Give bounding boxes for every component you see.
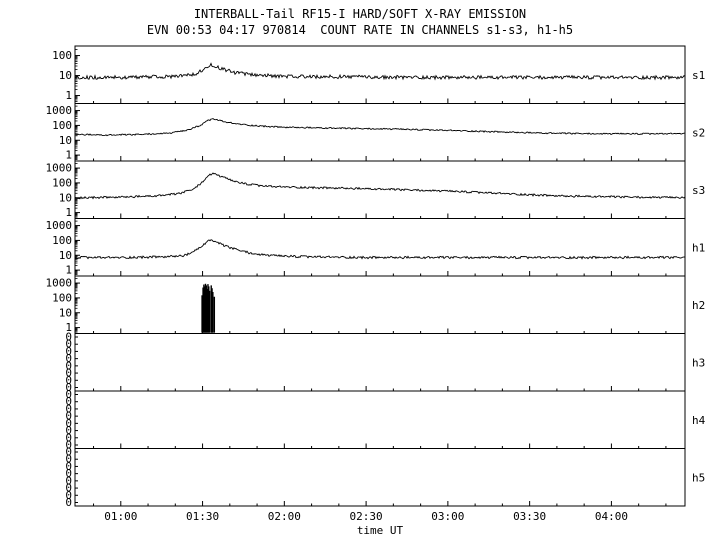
- y-tick-label: 0: [65, 381, 72, 394]
- panel-border: [74, 333, 686, 392]
- panel-border: [74, 160, 686, 219]
- y-tick-label: 0: [65, 388, 72, 401]
- y-tick-label: 0: [65, 482, 72, 495]
- y-tick-label: 0: [65, 352, 72, 365]
- y-tick-label: 0: [65, 431, 72, 444]
- y-tick-label: 0: [65, 359, 72, 372]
- y-tick-label: 0: [65, 367, 72, 380]
- y-tick-label: 100: [52, 234, 72, 247]
- x-tick-label: 03:30: [513, 510, 546, 523]
- y-tick-label: 0: [65, 417, 72, 430]
- x-tick-label: 02:30: [350, 510, 383, 523]
- y-tick-label: 0: [65, 345, 72, 358]
- y-tick-label: 0: [65, 467, 72, 480]
- y-tick-label: 1000: [46, 277, 73, 290]
- x-tick-label: 01:30: [186, 510, 219, 523]
- y-tick-label: 10: [59, 191, 72, 204]
- channel-label-s3: s3: [692, 184, 705, 197]
- series-h1: [74, 239, 686, 260]
- x-tick-label: 02:00: [268, 510, 301, 523]
- channel-label-h2: h2: [692, 299, 705, 312]
- y-tick-label: 0: [65, 439, 72, 452]
- panel-s1: 100 10 1 s1: [52, 45, 705, 104]
- panel-border: [74, 275, 686, 334]
- y-tick-label: 10: [59, 134, 72, 147]
- x-tick-label: 04:00: [595, 510, 628, 523]
- channel-label-h5: h5: [692, 471, 705, 484]
- y-tick-label: 1: [65, 264, 72, 277]
- channel-label-s2: s2: [692, 126, 705, 139]
- y-tick-label: 1000: [46, 162, 73, 175]
- y-tick-label: 1: [65, 89, 72, 102]
- panel-border: [74, 45, 686, 104]
- y-tick-label: 100: [52, 49, 72, 62]
- panel-border: [74, 390, 686, 449]
- x-axis-title: time UT: [357, 524, 404, 537]
- series-s2: [74, 118, 686, 137]
- y-tick-label: 100: [52, 176, 72, 189]
- panel-border: [74, 103, 686, 162]
- y-tick-label: 1: [65, 321, 72, 334]
- y-tick-label: 0: [65, 402, 72, 415]
- y-tick-label: 100: [52, 291, 72, 304]
- channel-label-h4: h4: [692, 414, 706, 427]
- y-tick-label: 1000: [46, 104, 73, 117]
- y-tick-label: 1000: [46, 219, 73, 232]
- y-tick-label: 0: [65, 453, 72, 466]
- chart-subtitle: EVN 00:53 04:17 970814 COUNT RATE IN CHA…: [146, 23, 574, 37]
- y-tick-label: 0: [65, 410, 72, 423]
- y-tick-label: 100: [52, 119, 72, 132]
- y-tick-label: 0: [65, 331, 72, 344]
- y-tick-label: 1: [65, 149, 72, 162]
- y-tick-label: 1: [65, 206, 72, 219]
- y-tick-label: 0: [65, 460, 72, 473]
- panel-border: [74, 448, 686, 507]
- panel-h1: 1000 100 10 1 h1: [46, 218, 705, 277]
- panel-border: [74, 218, 686, 277]
- series-s3: [74, 172, 686, 200]
- y-tick-label: 0: [65, 424, 72, 437]
- y-tick-label: 0: [65, 395, 72, 408]
- channel-label-h1: h1: [692, 241, 705, 254]
- channel-label-s1: s1: [692, 69, 705, 82]
- y-tick-label: 0: [65, 474, 72, 487]
- y-tick-label: 10: [59, 249, 72, 262]
- panel-s2: 1000 100 10 1 s2: [46, 103, 705, 162]
- x-tick-label: 03:00: [431, 510, 464, 523]
- chart-title: INTERBALL-Tail RF15-I HARD/SOFT X-RAY EM…: [193, 7, 527, 21]
- y-tick-label: 10: [59, 69, 72, 82]
- x-tick-label: 01:00: [104, 510, 137, 523]
- y-tick-label: 0: [65, 446, 72, 459]
- series-s1: [74, 62, 686, 81]
- channel-label-h3: h3: [692, 356, 705, 369]
- y-tick-label: 0: [65, 489, 72, 502]
- y-tick-label: 0: [65, 374, 72, 387]
- y-tick-label: 0: [65, 338, 72, 351]
- y-tick-label: 0: [65, 496, 72, 509]
- y-tick-label: 10: [59, 306, 72, 319]
